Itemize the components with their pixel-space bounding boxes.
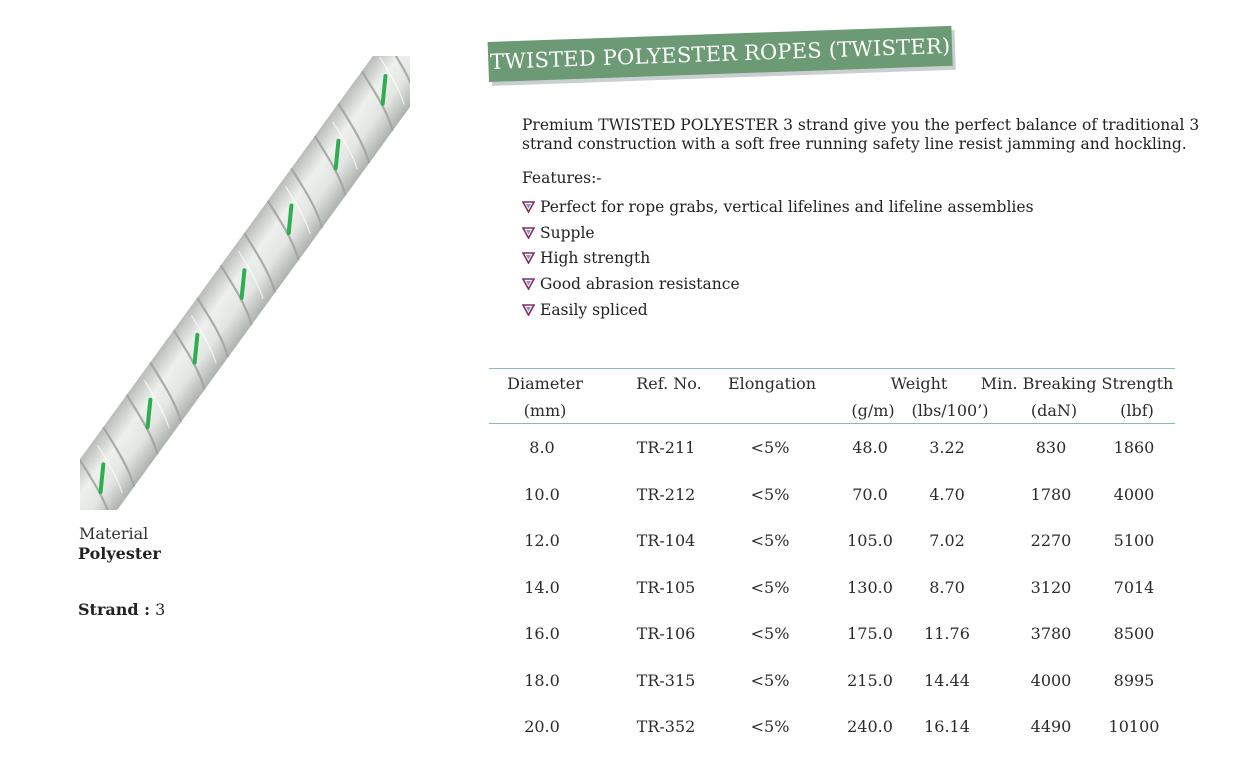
feature-item: Easily spliced [522, 297, 1034, 323]
cell-strength-dan: 2270 [1030, 531, 1072, 550]
feature-text: Perfect for rope grabs, vertical lifelin… [540, 197, 1034, 216]
page-title: TWISTED POLYESTER ROPES (TWISTER) [489, 33, 951, 74]
header-diameter: Diameter [507, 374, 583, 393]
cell-elongation: <5% [750, 624, 790, 643]
cell-weight-gm: 105.0 [847, 531, 893, 550]
strand-label: Strand : [78, 600, 151, 619]
table-row: 20.0 TR-352 <5% 240.0 16.14 4490 10100 [0, 717, 1245, 739]
feature-text: High strength [540, 249, 651, 268]
table-row: 10.0 TR-212 <5% 70.0 4.70 1780 4000 [0, 485, 1245, 507]
table-row: 8.0 TR-211 <5% 48.0 3.22 830 1860 [0, 438, 1245, 460]
table-header-rule [489, 423, 1175, 424]
cell-strength-lbf: 8500 [1113, 624, 1155, 643]
cell-strength-dan: 3780 [1030, 624, 1072, 643]
cell-elongation: <5% [750, 670, 790, 690]
feature-text: Good abrasion resistance [540, 275, 740, 294]
strand-info: Strand : 3 [78, 600, 165, 619]
table-row: 16.0 TR-106 <5% 175.0 11.76 3780 8500 [0, 624, 1245, 646]
cell-strength-dan: 1780 [1030, 484, 1072, 504]
feature-item: High strength [522, 246, 1034, 272]
feature-item: Supple [522, 220, 1034, 246]
cell-weight-lbs: 8.70 [929, 577, 965, 597]
feature-item: Good abrasion resistance [522, 271, 1034, 297]
cell-diameter: 10.0 [524, 484, 560, 504]
header-strength-unit-dan: (daN) [1030, 401, 1078, 420]
cell-ref-no: TR-106 [636, 624, 696, 643]
cell-ref-no: TR-104 [636, 531, 696, 550]
cell-diameter: 16.0 [524, 624, 560, 643]
cell-elongation: <5% [750, 717, 790, 736]
cell-weight-gm: 70.0 [852, 484, 888, 504]
cell-strength-lbf: 8995 [1113, 670, 1155, 690]
cell-strength-lbf: 4000 [1113, 484, 1155, 504]
cell-strength-dan: 3120 [1030, 577, 1072, 597]
cell-elongation: <5% [750, 484, 790, 504]
cell-strength-dan: 830 [1035, 438, 1067, 457]
cell-strength-dan: 4490 [1030, 717, 1072, 736]
features-label: Features:- [522, 169, 602, 187]
cell-strength-dan: 4000 [1030, 670, 1072, 690]
cell-diameter: 20.0 [524, 717, 560, 736]
triangle-bullet-icon [522, 201, 535, 213]
title-banner: TWISTED POLYESTER ROPES (TWISTER) [487, 25, 953, 82]
cell-elongation: <5% [750, 577, 790, 597]
cell-weight-lbs: 7.02 [929, 531, 965, 550]
cell-ref-no: TR-315 [636, 670, 696, 690]
features-list: Perfect for rope grabs, vertical lifelin… [522, 194, 1034, 323]
cell-ref-no: TR-211 [636, 438, 696, 457]
feature-text: Supple [540, 223, 595, 242]
triangle-bullet-icon [522, 278, 535, 291]
cell-weight-gm: 240.0 [847, 717, 893, 736]
cell-weight-lbs: 4.70 [929, 484, 965, 504]
triangle-bullet-icon [522, 252, 535, 265]
header-weight-unit-gm: (g/m) [851, 401, 895, 420]
cell-strength-lbf: 1860 [1113, 438, 1155, 457]
cell-weight-gm: 130.0 [847, 577, 893, 597]
cell-diameter: 18.0 [524, 670, 560, 690]
cell-elongation: <5% [750, 531, 790, 550]
header-elongation: Elongation [728, 374, 816, 393]
feature-text: Easily spliced [540, 301, 648, 320]
feature-item: Perfect for rope grabs, vertical lifelin… [522, 194, 1034, 220]
cell-weight-lbs: 16.14 [924, 717, 970, 736]
header-diameter-unit: (mm) [523, 401, 567, 420]
header-strength-unit-lbf: (lbf) [1120, 401, 1154, 420]
triangle-bullet-icon [522, 304, 535, 317]
table-row: 12.0 TR-104 <5% 105.0 7.02 2270 5100 [0, 531, 1245, 553]
header-weight-unit-lbs: (lbs/100’) [911, 401, 989, 420]
cell-weight-lbs: 11.76 [924, 624, 970, 643]
header-weight: Weight [890, 374, 948, 393]
table-row: 18.0 TR-315 <5% 215.0 14.44 4000 8995 [0, 671, 1245, 693]
cell-strength-lbf: 10100 [1108, 717, 1160, 736]
cell-ref-no: TR-105 [636, 577, 696, 597]
cell-diameter: 14.0 [524, 577, 560, 597]
cell-ref-no: TR-352 [636, 717, 696, 736]
table-row: 14.0 TR-105 <5% 130.0 8.70 3120 7014 [0, 578, 1245, 600]
cell-weight-lbs: 14.44 [924, 670, 970, 690]
material-value: Polyester [78, 544, 161, 563]
cell-ref-no: TR-212 [636, 484, 696, 504]
cell-weight-gm: 215.0 [847, 670, 893, 690]
material-label: Material [79, 524, 149, 543]
table-top-rule [489, 368, 1175, 369]
header-ref-no: Ref. No. [636, 374, 702, 393]
cell-weight-gm: 175.0 [847, 624, 893, 643]
cell-diameter: 12.0 [524, 531, 560, 550]
cell-weight-lbs: 3.22 [929, 438, 965, 457]
header-min-breaking-strength: Min. Breaking Strength [980, 374, 1174, 393]
cell-elongation: <5% [750, 438, 790, 457]
cell-strength-lbf: 5100 [1113, 531, 1155, 550]
triangle-bullet-icon [522, 226, 535, 239]
cell-weight-gm: 48.0 [852, 438, 888, 457]
cell-strength-lbf: 7014 [1113, 577, 1155, 597]
cell-diameter: 8.0 [529, 438, 555, 457]
rope-product-image [80, 56, 410, 510]
intro-paragraph: Premium TWISTED POLYESTER 3 strand give … [522, 116, 1200, 153]
strand-value: 3 [155, 600, 166, 619]
